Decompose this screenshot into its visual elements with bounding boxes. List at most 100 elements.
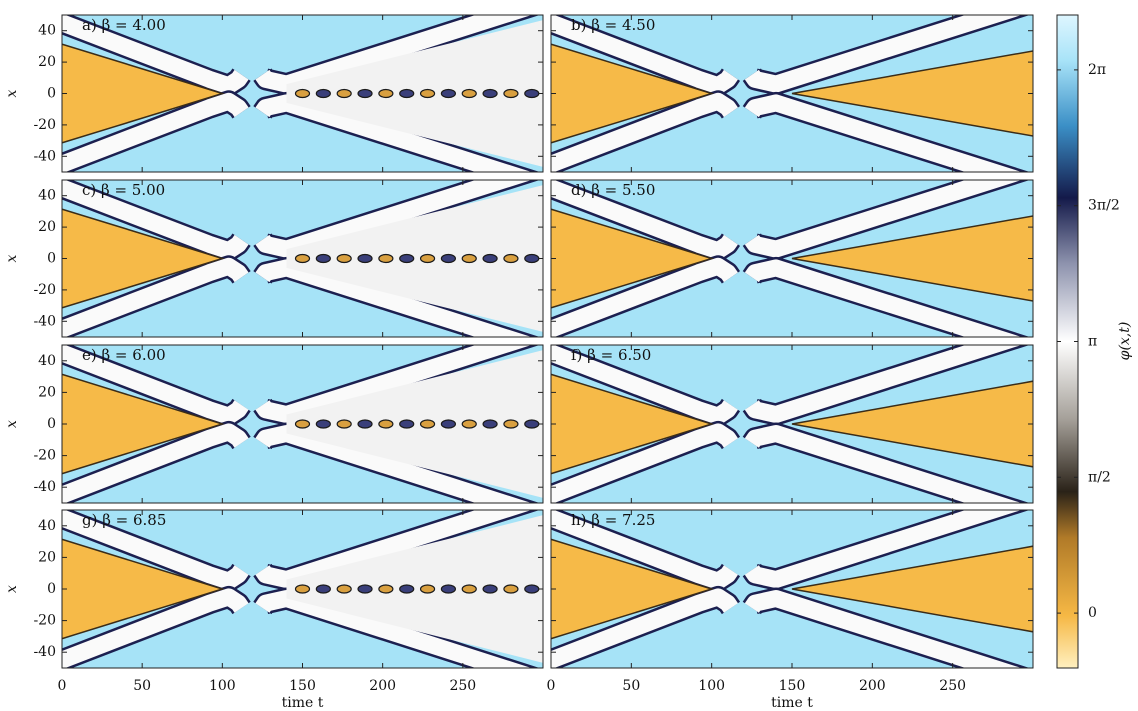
vacuum-wedge (791, 380, 1033, 468)
oscillon (315, 419, 331, 429)
oscillon (503, 419, 519, 429)
vacuum-region (62, 538, 225, 640)
x-tick-label: 200 (859, 678, 886, 694)
radiation (286, 515, 543, 663)
x-tick-label: 250 (939, 678, 966, 694)
colorbar-tick-label: π/2 (1088, 469, 1111, 485)
oscillon (357, 584, 373, 594)
oscillon (524, 584, 540, 594)
oscillon (378, 253, 394, 264)
field (62, 180, 543, 337)
oscillon (482, 419, 498, 429)
oscillon (294, 584, 311, 594)
kink-band (255, 94, 532, 172)
kink-band (62, 15, 249, 95)
panel-title: a) β = 4.00 (82, 16, 166, 34)
colorbar-tick-label: π (1088, 333, 1097, 349)
kink-band (551, 510, 738, 590)
panel: d) β = 5.50 (550, 179, 1034, 338)
oscillon (378, 88, 394, 99)
oscillon (399, 253, 415, 264)
oscillon (461, 419, 477, 429)
x-tick-label: 150 (289, 678, 316, 694)
kink-band (255, 589, 532, 668)
oscillon (294, 253, 311, 264)
panel: b) β = 4.50 (550, 14, 1034, 173)
oscillon (294, 88, 311, 99)
panel-title: g) β = 6.85 (82, 511, 166, 529)
y-tick-label: 20 (38, 219, 56, 235)
y-tick-label: 40 (38, 23, 56, 39)
vacuum-region (551, 538, 715, 640)
field (62, 345, 543, 503)
x-tick-label: 150 (779, 678, 806, 694)
y-tick-label: -40 (33, 479, 56, 495)
vacuum-wedge (791, 545, 1033, 633)
vacuum-region (62, 373, 225, 475)
field (551, 510, 1033, 668)
kink-band (744, 259, 1022, 337)
oscillon (482, 584, 498, 594)
oscillon (524, 88, 540, 99)
oscillon (336, 253, 352, 264)
oscillon (357, 419, 373, 429)
field (551, 345, 1033, 503)
oscillon (440, 419, 457, 429)
y-axis-label: x (4, 89, 20, 97)
panel-title: f) β = 6.50 (571, 346, 651, 364)
oscillon (357, 88, 373, 99)
y-tick-label: 20 (38, 549, 56, 565)
oscillon (378, 419, 394, 429)
kink-band (551, 15, 738, 95)
y-axis-label: x (4, 254, 20, 262)
kink-band (551, 180, 738, 260)
kink-band (255, 180, 532, 258)
oscillon (419, 253, 436, 264)
colorbar-label: φ(x,t) (1117, 322, 1133, 361)
oscillon (482, 253, 498, 264)
x-axis-label: time t (282, 695, 324, 711)
y-tick-label: -20 (33, 613, 56, 629)
oscillon (399, 584, 415, 594)
oscillon (336, 584, 352, 594)
kink-band (62, 510, 249, 590)
x-tick-label: 200 (369, 678, 396, 694)
radiation (286, 185, 543, 332)
panel-title: e) β = 6.00 (82, 346, 166, 364)
y-tick-label: -20 (33, 448, 56, 464)
oscillon (419, 584, 436, 594)
y-tick-label: -20 (33, 282, 56, 298)
oscillon (336, 88, 352, 99)
vacuum-wedge (791, 215, 1033, 302)
vacuum-region (551, 373, 715, 475)
oscillon (357, 253, 373, 264)
oscillon (482, 88, 498, 99)
panel: h) β = 7.25 0 50 100 150 200 250 time t (547, 509, 1034, 711)
x-tick-label: 0 (547, 678, 556, 694)
oscillon (461, 253, 477, 264)
kink-band (62, 180, 249, 260)
kink-band (255, 259, 532, 337)
y-tick-label: 40 (38, 188, 56, 204)
panel: f) β = 6.50 (550, 344, 1034, 504)
oscillon (294, 419, 311, 429)
kink-band (744, 424, 1022, 503)
radiation (286, 20, 543, 167)
kink-band (744, 345, 1022, 424)
kink-band (744, 15, 1022, 93)
field (62, 510, 543, 668)
y-tick-label: 40 (38, 353, 56, 369)
panel-title: d) β = 5.50 (571, 181, 655, 199)
oscillon (419, 88, 436, 99)
y-axis-label: x (4, 585, 20, 593)
kink-band (255, 345, 532, 424)
oscillon (524, 253, 540, 264)
colorbar-tick-label: 2π (1088, 62, 1106, 78)
panel: e) β = 6.00 -40 -20 0 20 40 x (4, 344, 544, 504)
field (551, 15, 1033, 172)
colorbar-tick-label: 3π/2 (1088, 198, 1120, 214)
x-axis-label: time t (771, 695, 813, 711)
kink-band (744, 589, 1022, 668)
panel: a) β = 4.00 -40 -20 0 20 40 x (4, 14, 544, 173)
